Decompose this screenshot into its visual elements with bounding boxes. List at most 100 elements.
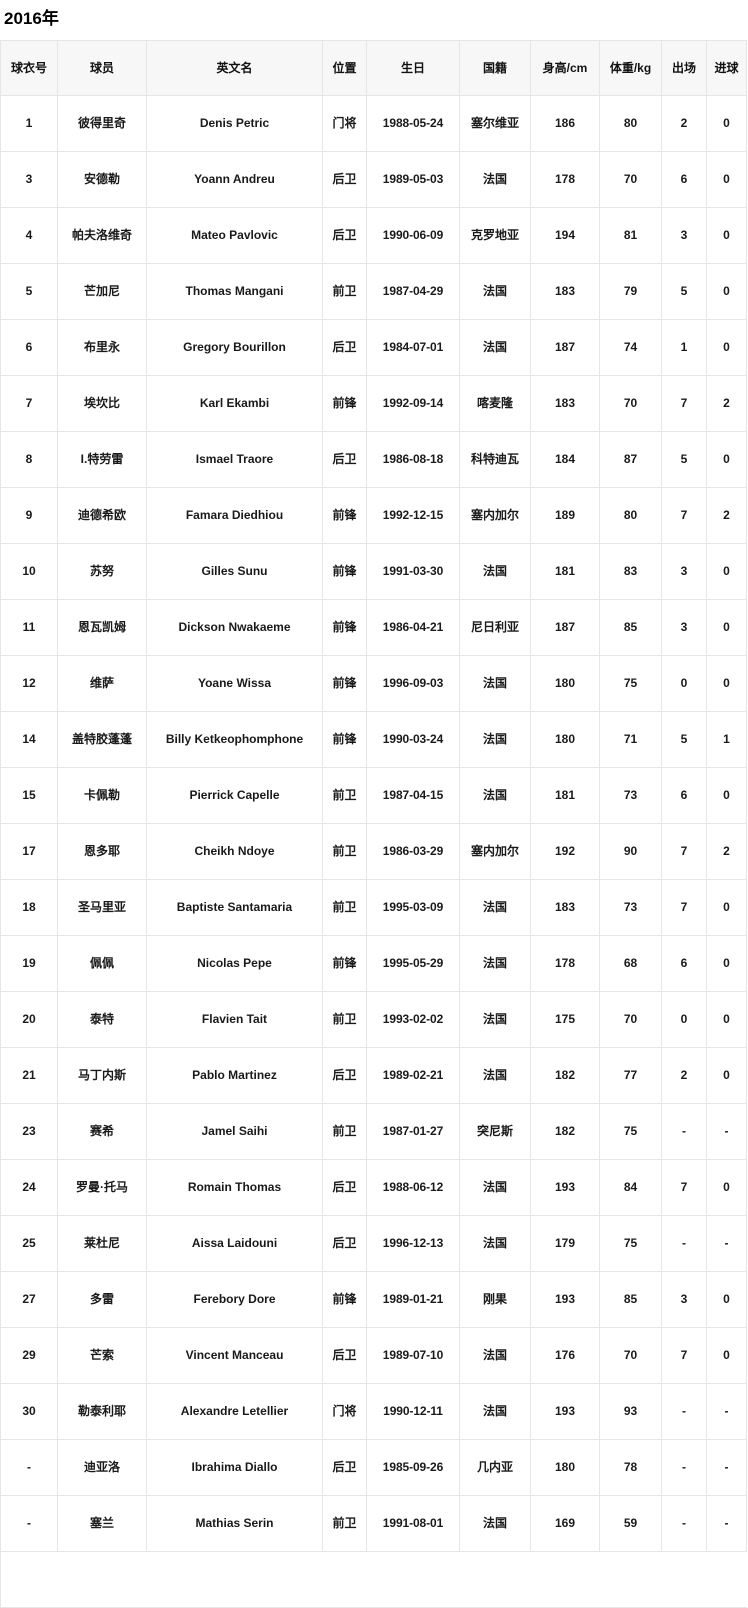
cell-position: 前锋 [322, 487, 367, 544]
cell-height: 183 [530, 375, 600, 432]
cell-apps: - [661, 1439, 707, 1496]
table-row: 15 卡佩勒 Pierrick Capelle 前卫 1987-04-15 法国 181 73… [0, 767, 747, 824]
cell-birth: 1985-09-26 [366, 1439, 460, 1496]
table-row: 25 莱杜尼 Aissa Laidouni 后卫 1996-12-13 法国 179 75- - [0, 1215, 747, 1272]
cell-apps: 3 [661, 207, 707, 264]
cell-goals: 0 [706, 263, 747, 320]
cell-country: 法国 [459, 935, 531, 992]
table-row: 24 罗曼·托马 Romain Thomas 后卫 1988-06-12 法国 193 84 7… [0, 1159, 747, 1216]
cell-apps: 6 [661, 935, 707, 992]
cell-english: Flavien Tait [146, 991, 323, 1048]
cell-height: 175 [530, 991, 600, 1048]
header-row: 球衣号 球员 英文名 位置 生日 国籍 身高/cm 体重/kg 出场 进球 [0, 40, 747, 96]
cell-weight: 70 [599, 991, 662, 1048]
table-row: - 塞兰 Mathias Serin 前卫 1991-08-01 法国 169 59- - [0, 1495, 747, 1552]
cell-position: 门将 [322, 95, 367, 152]
cell-apps: 2 [661, 95, 707, 152]
cell-number: 18 [0, 879, 58, 936]
cell-goals: - [706, 1103, 747, 1160]
cell-english: Thomas Mangani [146, 263, 323, 320]
cell-height: 180 [530, 655, 600, 712]
cell-apps: 0 [661, 991, 707, 1048]
cell-weight: 79 [599, 263, 662, 320]
cell-position: 后卫 [322, 1327, 367, 1384]
cell-position: 门将 [322, 1383, 367, 1440]
cell-player: 勒泰利耶 [57, 1383, 147, 1440]
cell-birth: 1996-09-03 [366, 655, 460, 712]
cell-apps: 3 [661, 599, 707, 656]
cell-weight: 75 [599, 655, 662, 712]
table-row: 23 赛希 Jamel Saihi 前卫 1987-01-27 突尼斯 182 75- - [0, 1103, 747, 1160]
cell-weight: 73 [599, 767, 662, 824]
table-row: 7 埃坎比 Karl Ekambi 前锋 1992-09-14 喀麦隆 183 70 7 2 [0, 375, 747, 432]
cell-birth: 1989-01-21 [366, 1271, 460, 1328]
cell-goals: 0 [706, 1047, 747, 1104]
table-row: 14 盖特胶蓬蓬 Billy Ketkeophomphone 前锋 1990-03-24… [0, 711, 747, 768]
table-row: 18 圣马里亚 Baptiste Santamaria 前卫 1995-03-09 法国 1… [0, 879, 747, 936]
cell-position: 前卫 [322, 1103, 367, 1160]
cell-position: 后卫 [322, 207, 367, 264]
cell-birth: 1987-04-15 [366, 767, 460, 824]
table-row: 9 迪德希欧 Famara Diedhiou 前锋 1992-12-15 塞内加尔 189 8… [0, 487, 747, 544]
cell-apps: 7 [661, 487, 707, 544]
cell-english: Billy Ketkeophomphone [146, 711, 323, 768]
cell-apps: 6 [661, 151, 707, 208]
cell-country: 法国 [459, 655, 531, 712]
cell-country: 尼日利亚 [459, 599, 531, 656]
cell-apps: 5 [661, 431, 707, 488]
cell-player: 维萨 [57, 655, 147, 712]
cell-country: 法国 [459, 1495, 531, 1552]
cell-number: 30 [0, 1383, 58, 1440]
cell-goals: 1 [706, 711, 747, 768]
cell-country: 法国 [459, 1047, 531, 1104]
cell-apps: - [661, 1383, 707, 1440]
cell-number: 29 [0, 1327, 58, 1384]
cell-player: 迪亚洛 [57, 1439, 147, 1496]
table-row: - 迪亚洛 Ibrahima Diallo 后卫 1985-09-26 几内亚 180 78-… [0, 1439, 747, 1496]
table-row: 1 彼得里奇 Denis Petric 门将 1988-05-24 塞尔维亚 186 80 2 0 [0, 95, 747, 152]
table-row: 11 恩瓦凯姆 Dickson Nwakaeme 前锋 1986-04-21 尼日利亚 18… [0, 599, 747, 656]
cell-weight: 83 [599, 543, 662, 600]
cell-position: 后卫 [322, 151, 367, 208]
table-row: 12 维萨 Yoane Wissa 前锋 1996-09-03 法国 180 75 0 0 [0, 655, 747, 712]
cell-english: Vincent Manceau [146, 1327, 323, 1384]
cell-english: Yoane Wissa [146, 655, 323, 712]
column-header-weight: 体重/kg [599, 40, 662, 96]
cell-goals: 0 [706, 991, 747, 1048]
cell-birth: 1986-03-29 [366, 823, 460, 880]
table-row: 21 马丁内斯 Pablo Martinez 后卫 1989-02-21 法国 182 77 2… [0, 1047, 747, 1104]
cell-birth: 1993-02-02 [366, 991, 460, 1048]
cell-number: 20 [0, 991, 58, 1048]
empty-cell [0, 1551, 747, 1608]
cell-player: 迪德希欧 [57, 487, 147, 544]
cell-weight: 75 [599, 1215, 662, 1272]
cell-height: 186 [530, 95, 600, 152]
table-row: 20 泰特 Flavien Tait 前卫 1993-02-02 法国 175 70 0 0 [0, 991, 747, 1048]
cell-position: 后卫 [322, 319, 367, 376]
cell-player: 马丁内斯 [57, 1047, 147, 1104]
cell-number: 21 [0, 1047, 58, 1104]
cell-birth: 1995-03-09 [366, 879, 460, 936]
cell-apps: 3 [661, 543, 707, 600]
cell-weight: 70 [599, 151, 662, 208]
cell-position: 前卫 [322, 263, 367, 320]
cell-weight: 70 [599, 1327, 662, 1384]
cell-weight: 74 [599, 319, 662, 376]
cell-weight: 68 [599, 935, 662, 992]
cell-weight: 84 [599, 1159, 662, 1216]
cell-player: I.特劳雷 [57, 431, 147, 488]
cell-position: 前锋 [322, 543, 367, 600]
cell-number: 7 [0, 375, 58, 432]
cell-goals: 0 [706, 655, 747, 712]
cell-english: Mathias Serin [146, 1495, 323, 1552]
cell-height: 169 [530, 1495, 600, 1552]
cell-height: 182 [530, 1103, 600, 1160]
cell-height: 182 [530, 1047, 600, 1104]
cell-country: 法国 [459, 1215, 531, 1272]
cell-country: 法国 [459, 263, 531, 320]
table-empty-row [0, 1551, 747, 1608]
cell-english: Nicolas Pepe [146, 935, 323, 992]
cell-goals: - [706, 1383, 747, 1440]
